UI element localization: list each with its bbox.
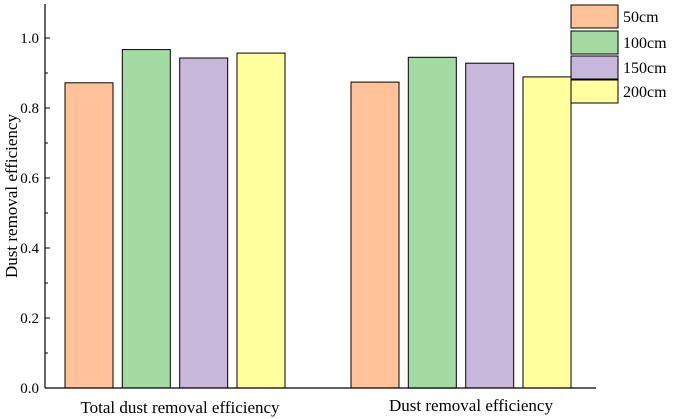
legend-swatch-150cm — [570, 55, 619, 80]
bar-200cm-0 — [236, 52, 286, 389]
legend-label-50cm: 50cm — [623, 9, 659, 26]
legend-swatch-100cm — [570, 30, 619, 55]
bar-150cm-1 — [465, 62, 515, 389]
legend-label-200cm: 200cm — [623, 84, 667, 101]
bar-100cm-1 — [407, 56, 457, 389]
legend: 50cm 100cm 150cm 200cm — [570, 4, 667, 104]
y-axis-title: Dust removal efficiency — [2, 114, 21, 278]
axis-layer — [44, 4, 596, 389]
y-tick-label-5: 1.0 — [20, 31, 39, 47]
bar-50cm-0 — [64, 82, 114, 389]
bars-layer — [64, 49, 572, 389]
bar-100cm-0 — [121, 49, 171, 389]
x-category-labels: Total dust removal efficiency Dust remov… — [80, 396, 553, 417]
category-label-0: Total dust removal efficiency — [80, 398, 280, 417]
y-tick-label-2: 0.4 — [20, 241, 39, 257]
y-tick-label-1: 0.2 — [20, 311, 39, 327]
bar-200cm-1 — [522, 76, 572, 389]
y-ticks: 0.0 0.2 0.4 0.6 0.8 1.0 — [20, 31, 50, 397]
bar-150cm-0 — [179, 57, 229, 389]
y-tick-label-4: 0.8 — [20, 101, 39, 117]
bar-50cm-1 — [350, 81, 400, 389]
legend-label-150cm: 150cm — [623, 60, 667, 77]
y-tick-label-0: 0.0 — [20, 381, 39, 397]
legend-swatch-200cm — [570, 79, 619, 104]
legend-label-100cm: 100cm — [623, 35, 667, 52]
legend-swatch-50cm — [570, 4, 619, 29]
y-tick-label-3: 0.6 — [20, 171, 39, 187]
category-label-1: Dust removal efficiency — [389, 396, 553, 415]
